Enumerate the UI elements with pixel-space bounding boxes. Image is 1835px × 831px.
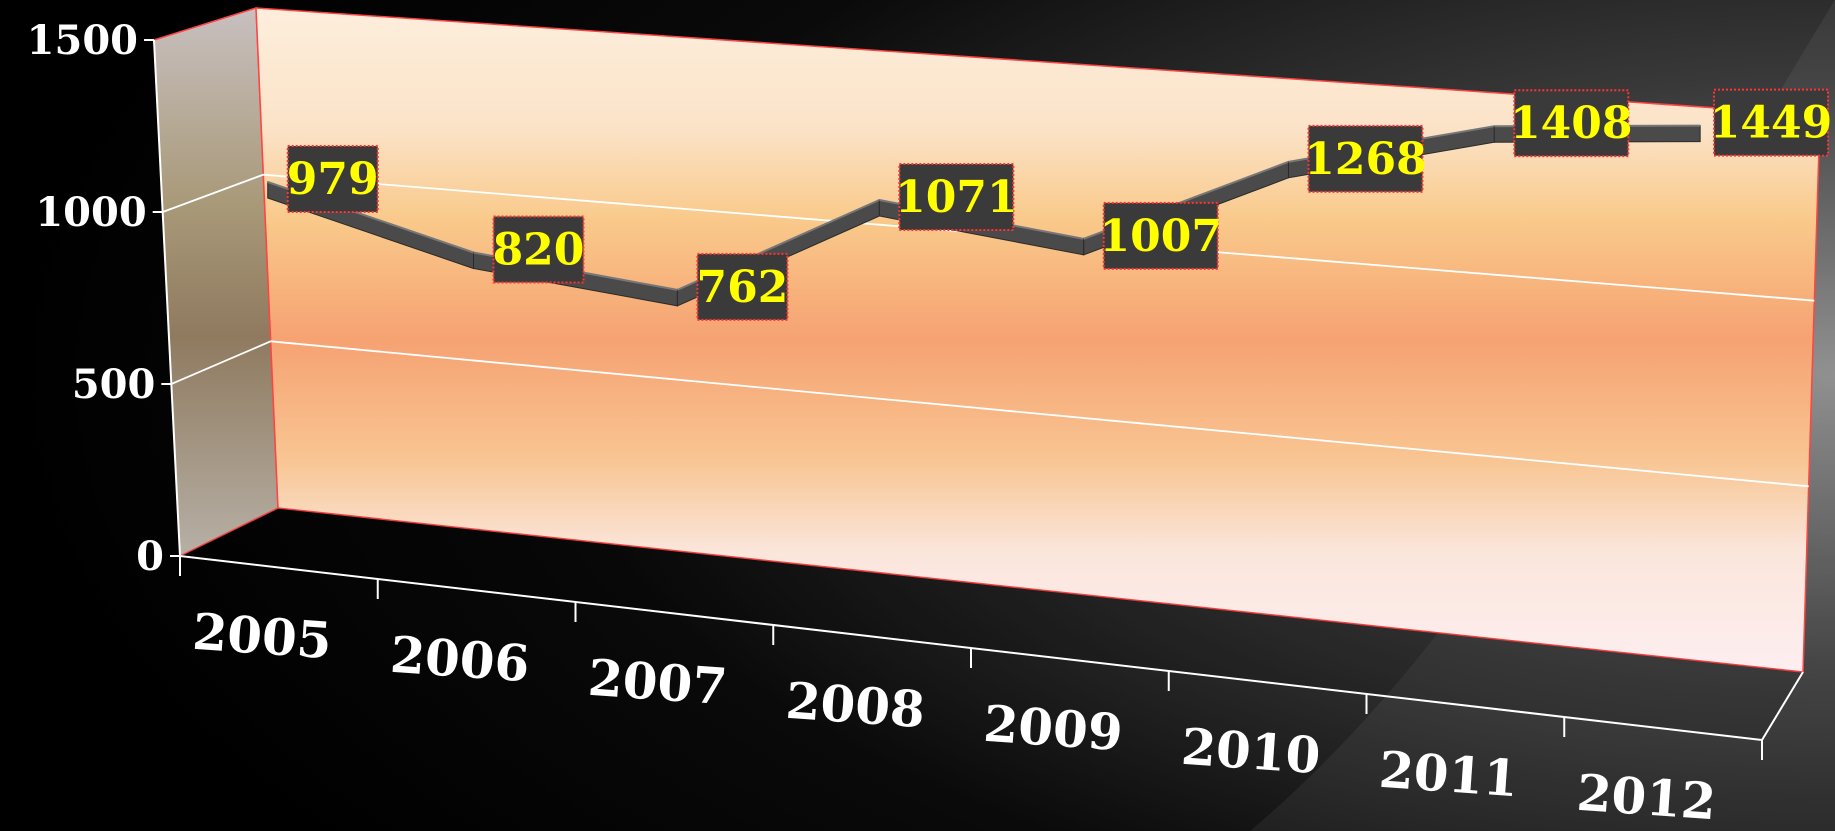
- data-label-box: [696, 252, 789, 321]
- x-tick-label: 2006: [388, 625, 531, 694]
- y-tick-label: 1000: [35, 189, 146, 236]
- data-label-text: 1268: [1304, 134, 1426, 185]
- data-label-box: [286, 145, 379, 214]
- data-label-text: 1449: [1710, 98, 1832, 149]
- x-tick-label: 2010: [1179, 717, 1322, 786]
- data-label: 1071: [895, 162, 1018, 231]
- x-tick-label: 2011: [1377, 740, 1520, 809]
- y-tick-label: 1500: [27, 17, 138, 64]
- data-label-box: [492, 215, 585, 284]
- floor: [180, 508, 1803, 740]
- x-tick-label: 2007: [586, 648, 729, 717]
- data-label-text: 1007: [1099, 211, 1221, 262]
- data-label: 820: [492, 215, 585, 284]
- data-label-text: 1071: [895, 172, 1017, 223]
- data-label-box: [1102, 201, 1219, 270]
- x-tick-label: 2005: [191, 602, 334, 671]
- x-axis-ticks: 2005 2006 2007 2008 2009 2010 2011 2012: [179, 556, 1763, 831]
- x-tick-label: 2012: [1575, 763, 1718, 831]
- gridline: [170, 340, 1809, 488]
- y-axis-line: [153, 39, 181, 557]
- data-label-box: [1713, 88, 1829, 157]
- gridlines: [162, 173, 1815, 488]
- x-tick-label: 2009: [982, 694, 1125, 763]
- data-label: 1449: [1710, 88, 1832, 157]
- data-label-text: 762: [696, 262, 788, 313]
- data-label-text: 1408: [1510, 98, 1632, 149]
- data-labels: 979 820 762 1071 1007 1268 1408 1449: [286, 88, 1832, 321]
- data-label-box: [1307, 124, 1424, 193]
- data-label: 1268: [1304, 124, 1427, 193]
- data-label: 1408: [1510, 89, 1633, 158]
- data-label: 979: [286, 145, 379, 214]
- data-label-box: [1513, 89, 1630, 158]
- data-label-text: 820: [493, 224, 585, 275]
- data-label: 762: [696, 252, 789, 321]
- gridline: [162, 173, 1815, 302]
- data-label-text: 979: [287, 154, 379, 205]
- x-tick-label: 2008: [784, 671, 927, 740]
- data-label-box: [898, 162, 1015, 231]
- y-tick-label: 0: [136, 533, 164, 580]
- data-label: 1007: [1099, 201, 1222, 270]
- floor-right-edge: [1761, 671, 1804, 741]
- y-axis-ticks: 0 500 1000 1500: [27, 17, 180, 580]
- y-tick-label: 500: [72, 361, 156, 408]
